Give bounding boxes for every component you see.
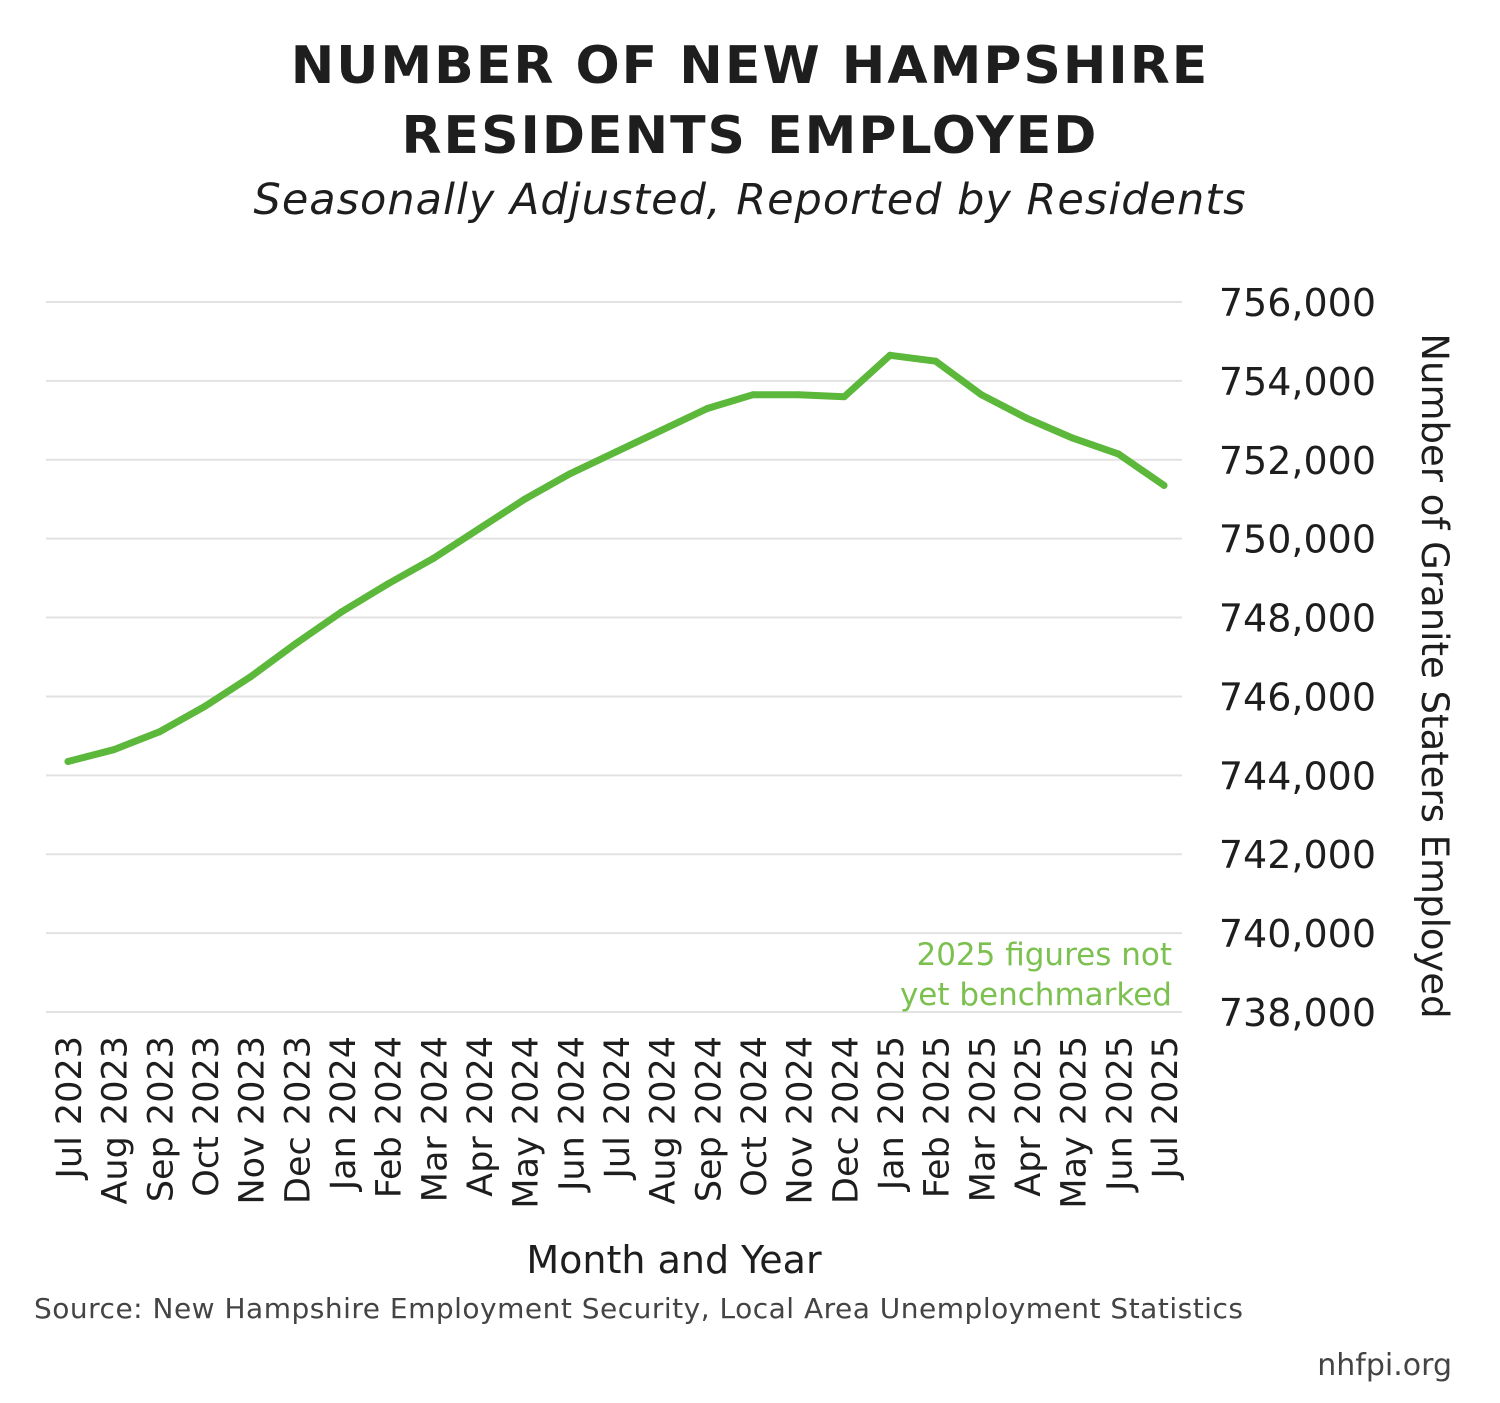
x-tick-label: Aug 2024 (644, 1036, 684, 1205)
y-tick-label: 738,000 (1219, 991, 1376, 1035)
data-point (566, 470, 574, 478)
x-tick-label: Sep 2023 (141, 1036, 181, 1202)
data-point (292, 639, 300, 647)
data-point (932, 357, 940, 365)
chart-title-line1: NUMBER OF NEW HAMPSHIRE (290, 36, 1210, 96)
y-tick-label: 756,000 (1219, 281, 1376, 325)
data-point (749, 391, 757, 399)
x-tick-label: Dec 2024 (826, 1036, 866, 1204)
x-tick-label: Jun 2024 (552, 1036, 592, 1193)
data-point (886, 351, 894, 359)
data-point (201, 702, 209, 710)
data-point (1160, 481, 1168, 489)
x-tick-label: May 2024 (507, 1036, 547, 1209)
data-point (429, 554, 437, 562)
data-point (475, 525, 483, 533)
data-point (1023, 414, 1031, 422)
x-tick-label: Feb 2024 (370, 1036, 410, 1198)
site-credit: nhfpi.org (1317, 1348, 1452, 1383)
y-tick-label: 754,000 (1219, 360, 1376, 404)
data-point (338, 608, 346, 616)
data-point (658, 426, 666, 434)
x-tick-label: Jul 2023 (50, 1036, 90, 1180)
data-point (840, 393, 848, 401)
y-axis-label: Number of Granite Staters Employed (1413, 333, 1456, 1018)
data-point (795, 391, 803, 399)
data-point (247, 673, 255, 681)
chart-subtitle: Seasonally Adjusted, Reported by Residen… (253, 175, 1247, 225)
x-tick-label: Feb 2025 (918, 1036, 958, 1198)
x-tick-label: Dec 2023 (278, 1036, 318, 1204)
x-tick-label: Mar 2025 (963, 1036, 1003, 1202)
x-tick-label: Nov 2024 (781, 1036, 821, 1205)
x-tick-label: May 2025 (1055, 1036, 1095, 1209)
y-tick-label: 750,000 (1219, 518, 1376, 562)
data-point (1069, 434, 1077, 442)
data-point (155, 728, 163, 736)
data-point (521, 495, 529, 503)
x-tick-label: Jul 2025 (1146, 1036, 1186, 1180)
data-point (1114, 450, 1122, 458)
x-tick-label: Oct 2024 (735, 1036, 775, 1197)
x-tick-label: Jan 2024 (324, 1036, 364, 1192)
series-line (64, 351, 1168, 765)
data-point (703, 405, 711, 412)
x-tick-label: Apr 2025 (1009, 1036, 1049, 1197)
data-point (977, 391, 985, 399)
y-tick-label: 740,000 (1219, 912, 1376, 956)
y-tick-label: 748,000 (1219, 597, 1376, 641)
y-tick-label: 746,000 (1219, 675, 1376, 719)
data-point (110, 746, 118, 754)
y-tick-label: 744,000 (1219, 754, 1376, 798)
annotation-text: yet benchmarked (900, 977, 1172, 1013)
x-tick-label: Jul 2024 (598, 1036, 638, 1180)
x-tick-label: Jan 2025 (872, 1036, 912, 1192)
x-tick-label: Jun 2025 (1100, 1036, 1140, 1193)
chart-title-line2: RESIDENTS EMPLOYED (401, 106, 1099, 166)
x-tick-label: Nov 2023 (233, 1036, 273, 1205)
y-tick-label: 742,000 (1219, 833, 1376, 877)
annotation-text: 2025 figures not (916, 937, 1172, 973)
source-note: Source: New Hampshire Employment Securit… (34, 1292, 1244, 1325)
data-point (64, 758, 72, 766)
data-point (384, 580, 392, 588)
y-tick-label: 752,000 (1219, 439, 1376, 483)
x-tick-label: Sep 2024 (689, 1036, 729, 1202)
x-tick-label: Oct 2023 (187, 1036, 227, 1197)
x-tick-label: Mar 2024 (415, 1036, 455, 1202)
x-tick-label: Aug 2023 (96, 1036, 136, 1205)
x-tick-label: Apr 2024 (461, 1036, 501, 1197)
data-point (612, 448, 620, 456)
x-axis-label: Month and Year (526, 1238, 822, 1282)
